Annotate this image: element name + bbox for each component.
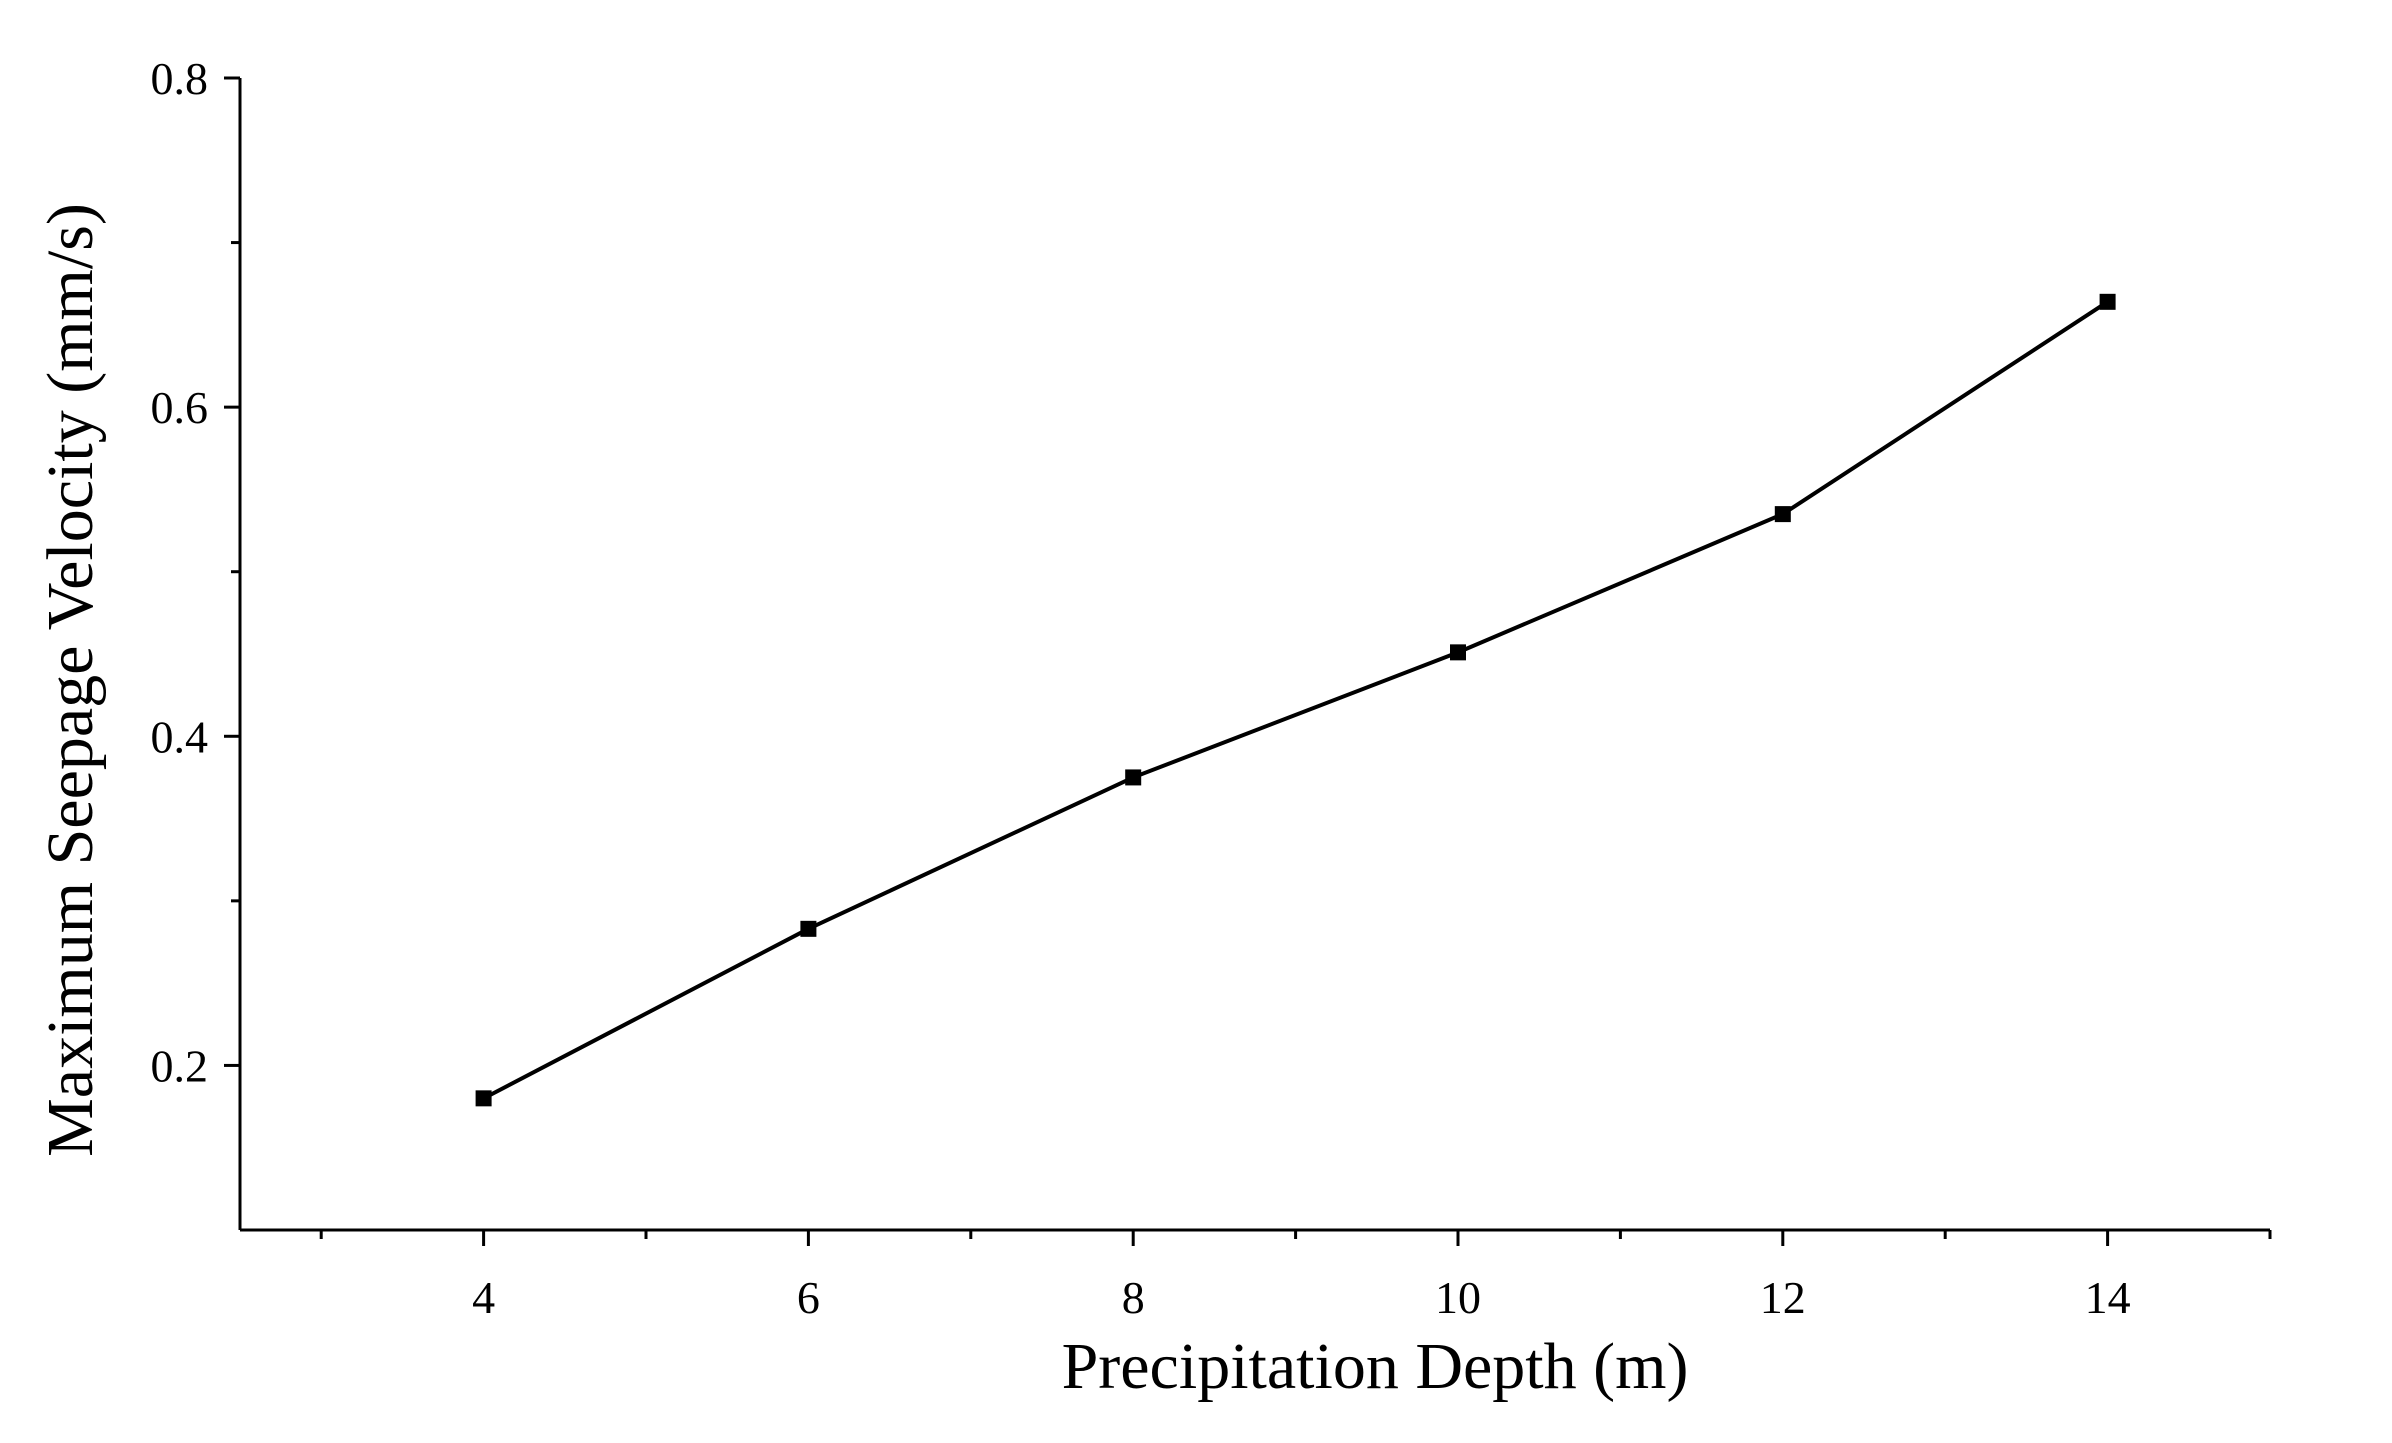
y-tick-label: 0.8 [151,53,209,104]
series-line [482,300,2109,1101]
ticks: 4 6 8 10 12 14 0.2 0.4 0.6 0.8 [151,53,2272,1323]
y-axis-title: Maximum Seepage Velocity (mm/s) [34,203,107,1157]
data-point-marker [1774,506,1791,523]
y-tick-label: 0.4 [151,711,209,762]
series [475,293,2116,1107]
x-tick-label: 14 [2085,1272,2131,1323]
y-tick-label: 0.2 [151,1040,209,1091]
x-tick-label: 12 [1760,1272,1806,1323]
data-point-marker [1450,644,1466,661]
data-point-marker [475,1090,492,1107]
x-tick-label: 10 [1435,1272,1481,1323]
x-axis-title: Precipitation Depth (m) [1062,1330,1689,1403]
data-point-marker [2099,293,2116,310]
data-point-marker [800,920,817,937]
x-tick-label: 8 [1122,1272,1145,1323]
x-tick-label: 4 [472,1272,495,1323]
data-point-marker [1125,769,1142,786]
x-tick-label: 6 [797,1272,820,1323]
y-tick-label: 0.6 [151,382,209,433]
axes [238,78,2270,1232]
